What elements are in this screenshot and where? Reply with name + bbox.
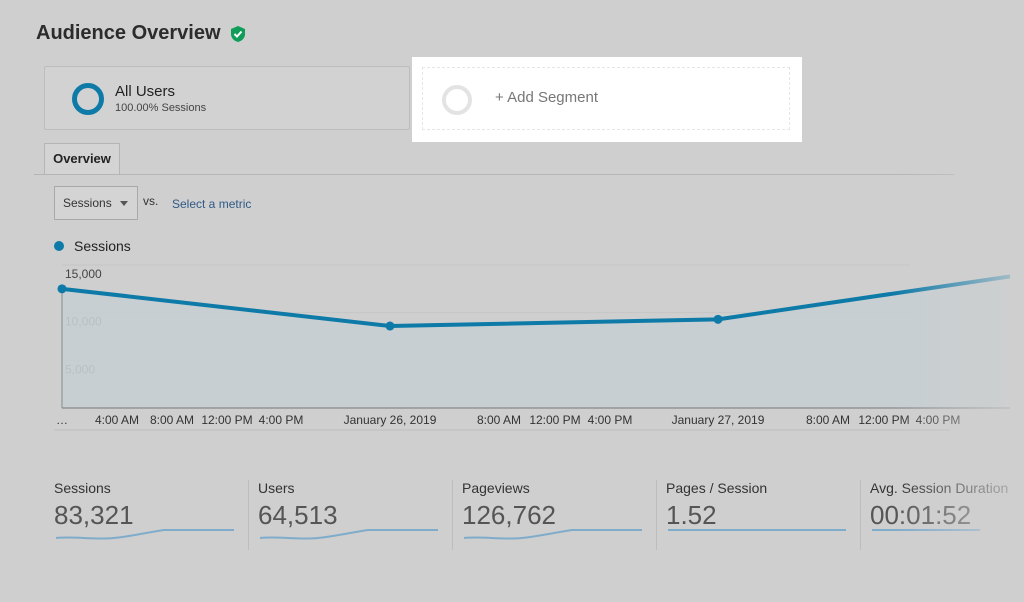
sparkline bbox=[259, 529, 438, 540]
x-tick-label: 8:00 AM bbox=[806, 413, 850, 427]
summary-divider bbox=[248, 480, 249, 550]
legend-label: Sessions bbox=[74, 238, 131, 254]
add-segment-button[interactable]: + Add Segment bbox=[422, 67, 790, 130]
summary-metric-value: 64,513 bbox=[258, 500, 338, 530]
summary-metric-value: 1.52 bbox=[666, 500, 717, 530]
shield-check-icon bbox=[230, 25, 245, 42]
x-tick-label: 12:00 PM bbox=[201, 413, 252, 427]
summary-metric-label: Users bbox=[258, 480, 295, 496]
x-tick-label: 8:00 AM bbox=[150, 413, 194, 427]
metric-select-value: Sessions bbox=[63, 196, 112, 210]
sparkline-path bbox=[259, 529, 438, 540]
x-tick-label: 4:00 PM bbox=[588, 413, 633, 427]
x-tick-label: 12:00 PM bbox=[858, 413, 909, 427]
sparkline-path bbox=[55, 529, 234, 540]
tab-divider bbox=[34, 174, 954, 175]
select-metric-link[interactable]: Select a metric bbox=[172, 197, 252, 211]
sessions-line bbox=[61, 274, 1011, 329]
x-tick-label: January 27, 2019 bbox=[672, 413, 765, 427]
x-tick-label: … bbox=[56, 413, 68, 427]
summary-metric-label: Pages / Session bbox=[666, 480, 768, 496]
summary-metric-label: Pageviews bbox=[462, 480, 530, 496]
caret-down-icon bbox=[120, 201, 128, 206]
tab-overview[interactable]: Overview bbox=[44, 143, 120, 174]
summary-metric-value: 00:01:52 bbox=[870, 500, 972, 530]
add-segment-panel: + Add Segment bbox=[412, 57, 802, 142]
page-title-text: Audience Overview bbox=[36, 22, 221, 44]
summary-divider bbox=[656, 480, 657, 550]
x-tick-label: 4:00 PM bbox=[259, 413, 304, 427]
sparkline bbox=[872, 529, 980, 531]
y-tick-label: 15,000 bbox=[65, 267, 102, 281]
sessions-point bbox=[713, 314, 723, 324]
summary-divider bbox=[860, 480, 861, 550]
add-segment-label: + Add Segment bbox=[495, 89, 598, 106]
x-tick-label: 8:00 AM bbox=[477, 413, 521, 427]
sessions-point bbox=[57, 284, 67, 294]
sessions-point bbox=[385, 321, 395, 331]
segment-subtitle: 100.00% Sessions bbox=[115, 102, 207, 114]
summary-metric-label: Sessions bbox=[54, 480, 111, 496]
vs-label: vs. bbox=[143, 194, 159, 208]
summary-divider bbox=[452, 480, 453, 550]
x-tick-label: January 26, 2019 bbox=[344, 413, 437, 427]
segment-name: All Users bbox=[115, 83, 176, 100]
segment-card-all-users[interactable]: All Users 100.00% Sessions bbox=[44, 66, 410, 130]
page-title: Audience Overview bbox=[36, 22, 247, 45]
x-tick-label: 4:00 PM bbox=[916, 413, 961, 427]
summary-metric-value: 126,762 bbox=[462, 500, 556, 530]
legend-dot-icon bbox=[54, 241, 64, 251]
sparkline bbox=[668, 529, 846, 531]
sparkline-path bbox=[463, 529, 642, 540]
donut-icon bbox=[72, 83, 104, 115]
sparkline bbox=[55, 529, 234, 540]
summary-metric-label: Avg. Session Duration bbox=[870, 480, 1009, 496]
x-tick-label: 12:00 PM bbox=[529, 413, 580, 427]
chart-legend: Sessions bbox=[54, 238, 131, 254]
metric-select[interactable]: Sessions bbox=[54, 186, 138, 220]
ring-icon bbox=[442, 85, 472, 115]
sessions-area bbox=[62, 276, 1010, 408]
x-tick-label: 4:00 AM bbox=[95, 413, 139, 427]
sparkline bbox=[463, 529, 642, 540]
summary-metric-value: 83,321 bbox=[54, 500, 134, 530]
